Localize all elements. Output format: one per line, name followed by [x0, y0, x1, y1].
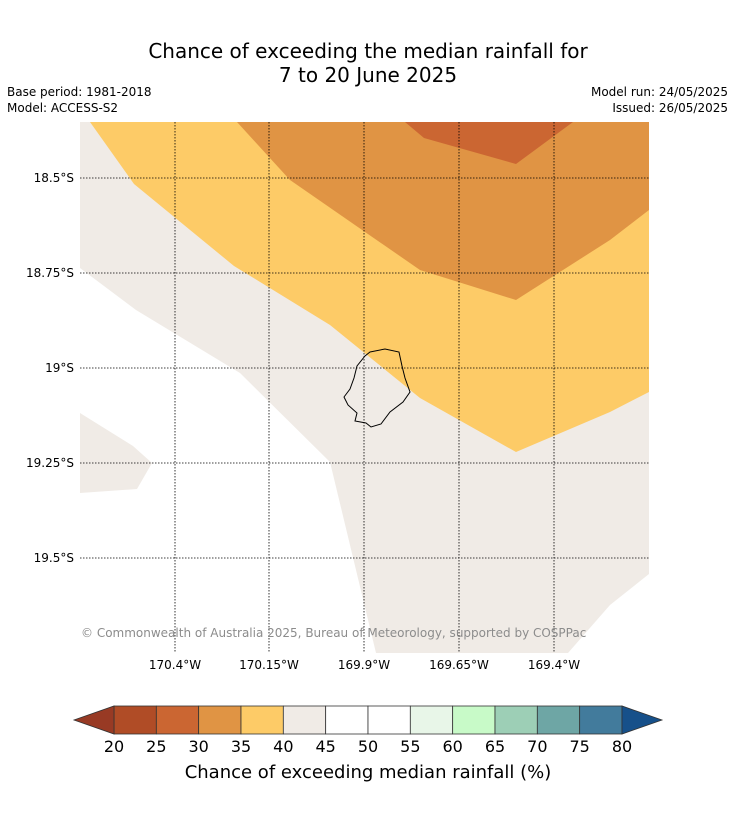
colorbar-bin — [409, 705, 454, 735]
colorbar-bin — [113, 705, 157, 735]
colorbar-bin — [579, 705, 623, 735]
colorbar-tick-label: 65 — [484, 737, 506, 756]
colorbar-tick-label: 70 — [527, 737, 548, 756]
zone-40-45-west — [80, 413, 152, 493]
lat-tick-label: 19.25°S — [26, 456, 74, 470]
colorbar-bin — [155, 705, 200, 735]
colorbar-tick-label: 80 — [611, 737, 633, 756]
map-area — [80, 122, 649, 653]
zone-25-30 — [405, 122, 573, 164]
title-line-2: 7 to 20 June 2025 — [278, 63, 458, 87]
gridlines — [80, 122, 649, 653]
lat-tick-label: 19°S — [45, 361, 74, 375]
colorbar-tick-label: 75 — [569, 737, 590, 756]
lon-tick-label: 170.4°W — [148, 658, 202, 672]
title-line-1: Chance of exceeding the median rainfall … — [148, 39, 588, 63]
colorbar-bin — [325, 705, 369, 735]
lon-tick-label: 169.4°W — [527, 658, 581, 672]
model-label: Model: ACCESS-S2 — [7, 101, 119, 115]
colorbar-tick-label: 60 — [442, 737, 463, 756]
lat-tick-label: 19.5°S — [33, 551, 74, 565]
colorbar-bin — [282, 705, 327, 735]
colorbar-bin — [494, 705, 538, 735]
colorbar-tick-label: 20 — [103, 737, 125, 756]
model-run-label: Model run: 24/05/2025 — [590, 85, 728, 99]
lon-tick-label: 170.15°W — [239, 658, 299, 672]
colorbar-bin — [452, 705, 496, 735]
colorbar-tick-label: 45 — [315, 737, 336, 756]
colorbar-tick-label: 55 — [400, 737, 421, 756]
colorbar-tick-label: 50 — [357, 737, 379, 756]
copyright-notice: © Commonwealth of Australia 2025, Bureau… — [81, 626, 587, 640]
colorbar-tick-label: 30 — [188, 737, 209, 756]
niue-coastline — [343, 348, 411, 428]
colorbar-bin — [536, 705, 581, 735]
base-period-label: Base period: 1981-2018 — [7, 85, 152, 99]
issued-label: Issued: 26/05/2025 — [612, 101, 728, 115]
lat-tick-label: 18.5°S — [33, 171, 74, 185]
colorbar-title: Chance of exceeding median rainfall (%) — [184, 762, 552, 783]
colorbar-bin — [367, 705, 411, 735]
colorbar-bin — [198, 705, 242, 735]
colorbar-under-arrow — [72, 705, 115, 735]
zone-30-35 — [237, 122, 649, 300]
colorbar-bin — [240, 705, 284, 735]
lon-tick-label: 169.9°W — [337, 658, 391, 672]
colorbar-tick-label: 25 — [146, 737, 167, 756]
lat-tick-label: 18.75°S — [26, 266, 74, 280]
colorbar-tick-label: 35 — [230, 737, 252, 756]
colorbar-over-arrow — [621, 705, 664, 735]
lon-tick-label: 169.65°W — [429, 658, 489, 672]
colorbar-tick-label: 40 — [273, 737, 294, 756]
